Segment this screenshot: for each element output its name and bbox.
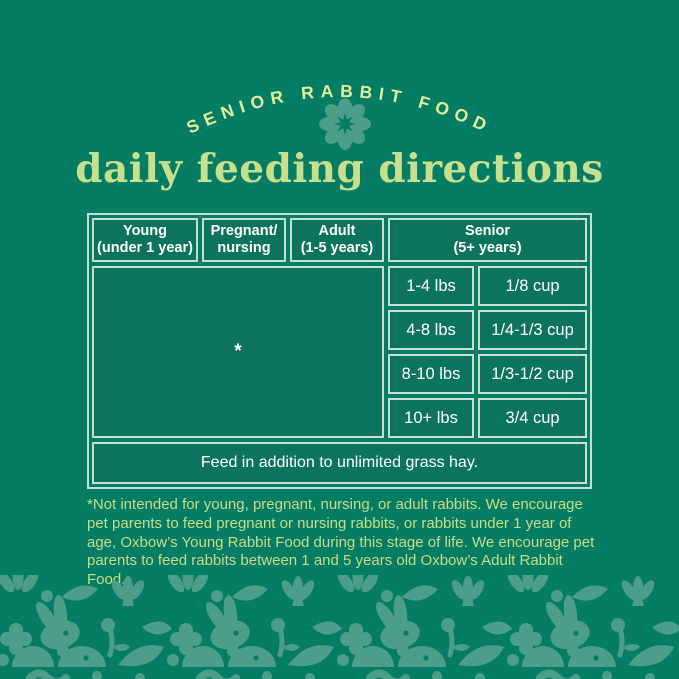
senior-weight-cell: 4-8 lbs	[388, 310, 474, 350]
header-cell-young: Young (under 1 year)	[92, 218, 198, 262]
header-cell-adult: Adult (1-5 years)	[290, 218, 384, 262]
header-senior-sublabel: (5+ years)	[453, 240, 522, 256]
star-cutout-icon	[334, 113, 356, 135]
header-cell-pregnant: Pregnant/ nursing	[202, 218, 286, 262]
senior-amount-cell: 3/4 cup	[478, 398, 587, 438]
header-pregnant-label: Pregnant/	[210, 222, 278, 239]
header-pregnant-sublabel: nursing	[217, 240, 271, 256]
page-title: daily feeding directions	[75, 146, 604, 192]
hay-note-cell: Feed in addition to unlimited grass hay.	[92, 442, 587, 484]
header-young-sublabel: (under 1 year)	[97, 240, 193, 256]
header-cell-senior: Senior (5+ years)	[388, 218, 587, 262]
senior-weight-cell: 10+ lbs	[388, 398, 474, 438]
senior-amount-cell: 1/3-1/2 cup	[478, 354, 587, 394]
feeding-table: Young (under 1 year) Pregnant/ nursing A…	[87, 213, 592, 489]
rabbit-pattern-band	[0, 575, 679, 679]
senior-weight-cell: 8-10 lbs	[388, 354, 474, 394]
asterisk-marker: *	[234, 341, 242, 362]
senior-amount-cell: 1/8 cup	[478, 266, 587, 306]
header-young-label: Young	[122, 222, 168, 239]
header-senior-label: Senior	[464, 222, 511, 239]
feeding-table-grid: Young (under 1 year) Pregnant/ nursing A…	[92, 218, 587, 484]
flower-rosette-icon	[319, 98, 371, 150]
senior-weight-cell: 1-4 lbs	[388, 266, 474, 306]
senior-amount-cell: 1/4-1/3 cup	[478, 310, 587, 350]
header-adult-label: Adult	[318, 222, 356, 239]
header-adult-sublabel: (1-5 years)	[300, 240, 374, 256]
merged-note-cell: *	[92, 266, 384, 438]
